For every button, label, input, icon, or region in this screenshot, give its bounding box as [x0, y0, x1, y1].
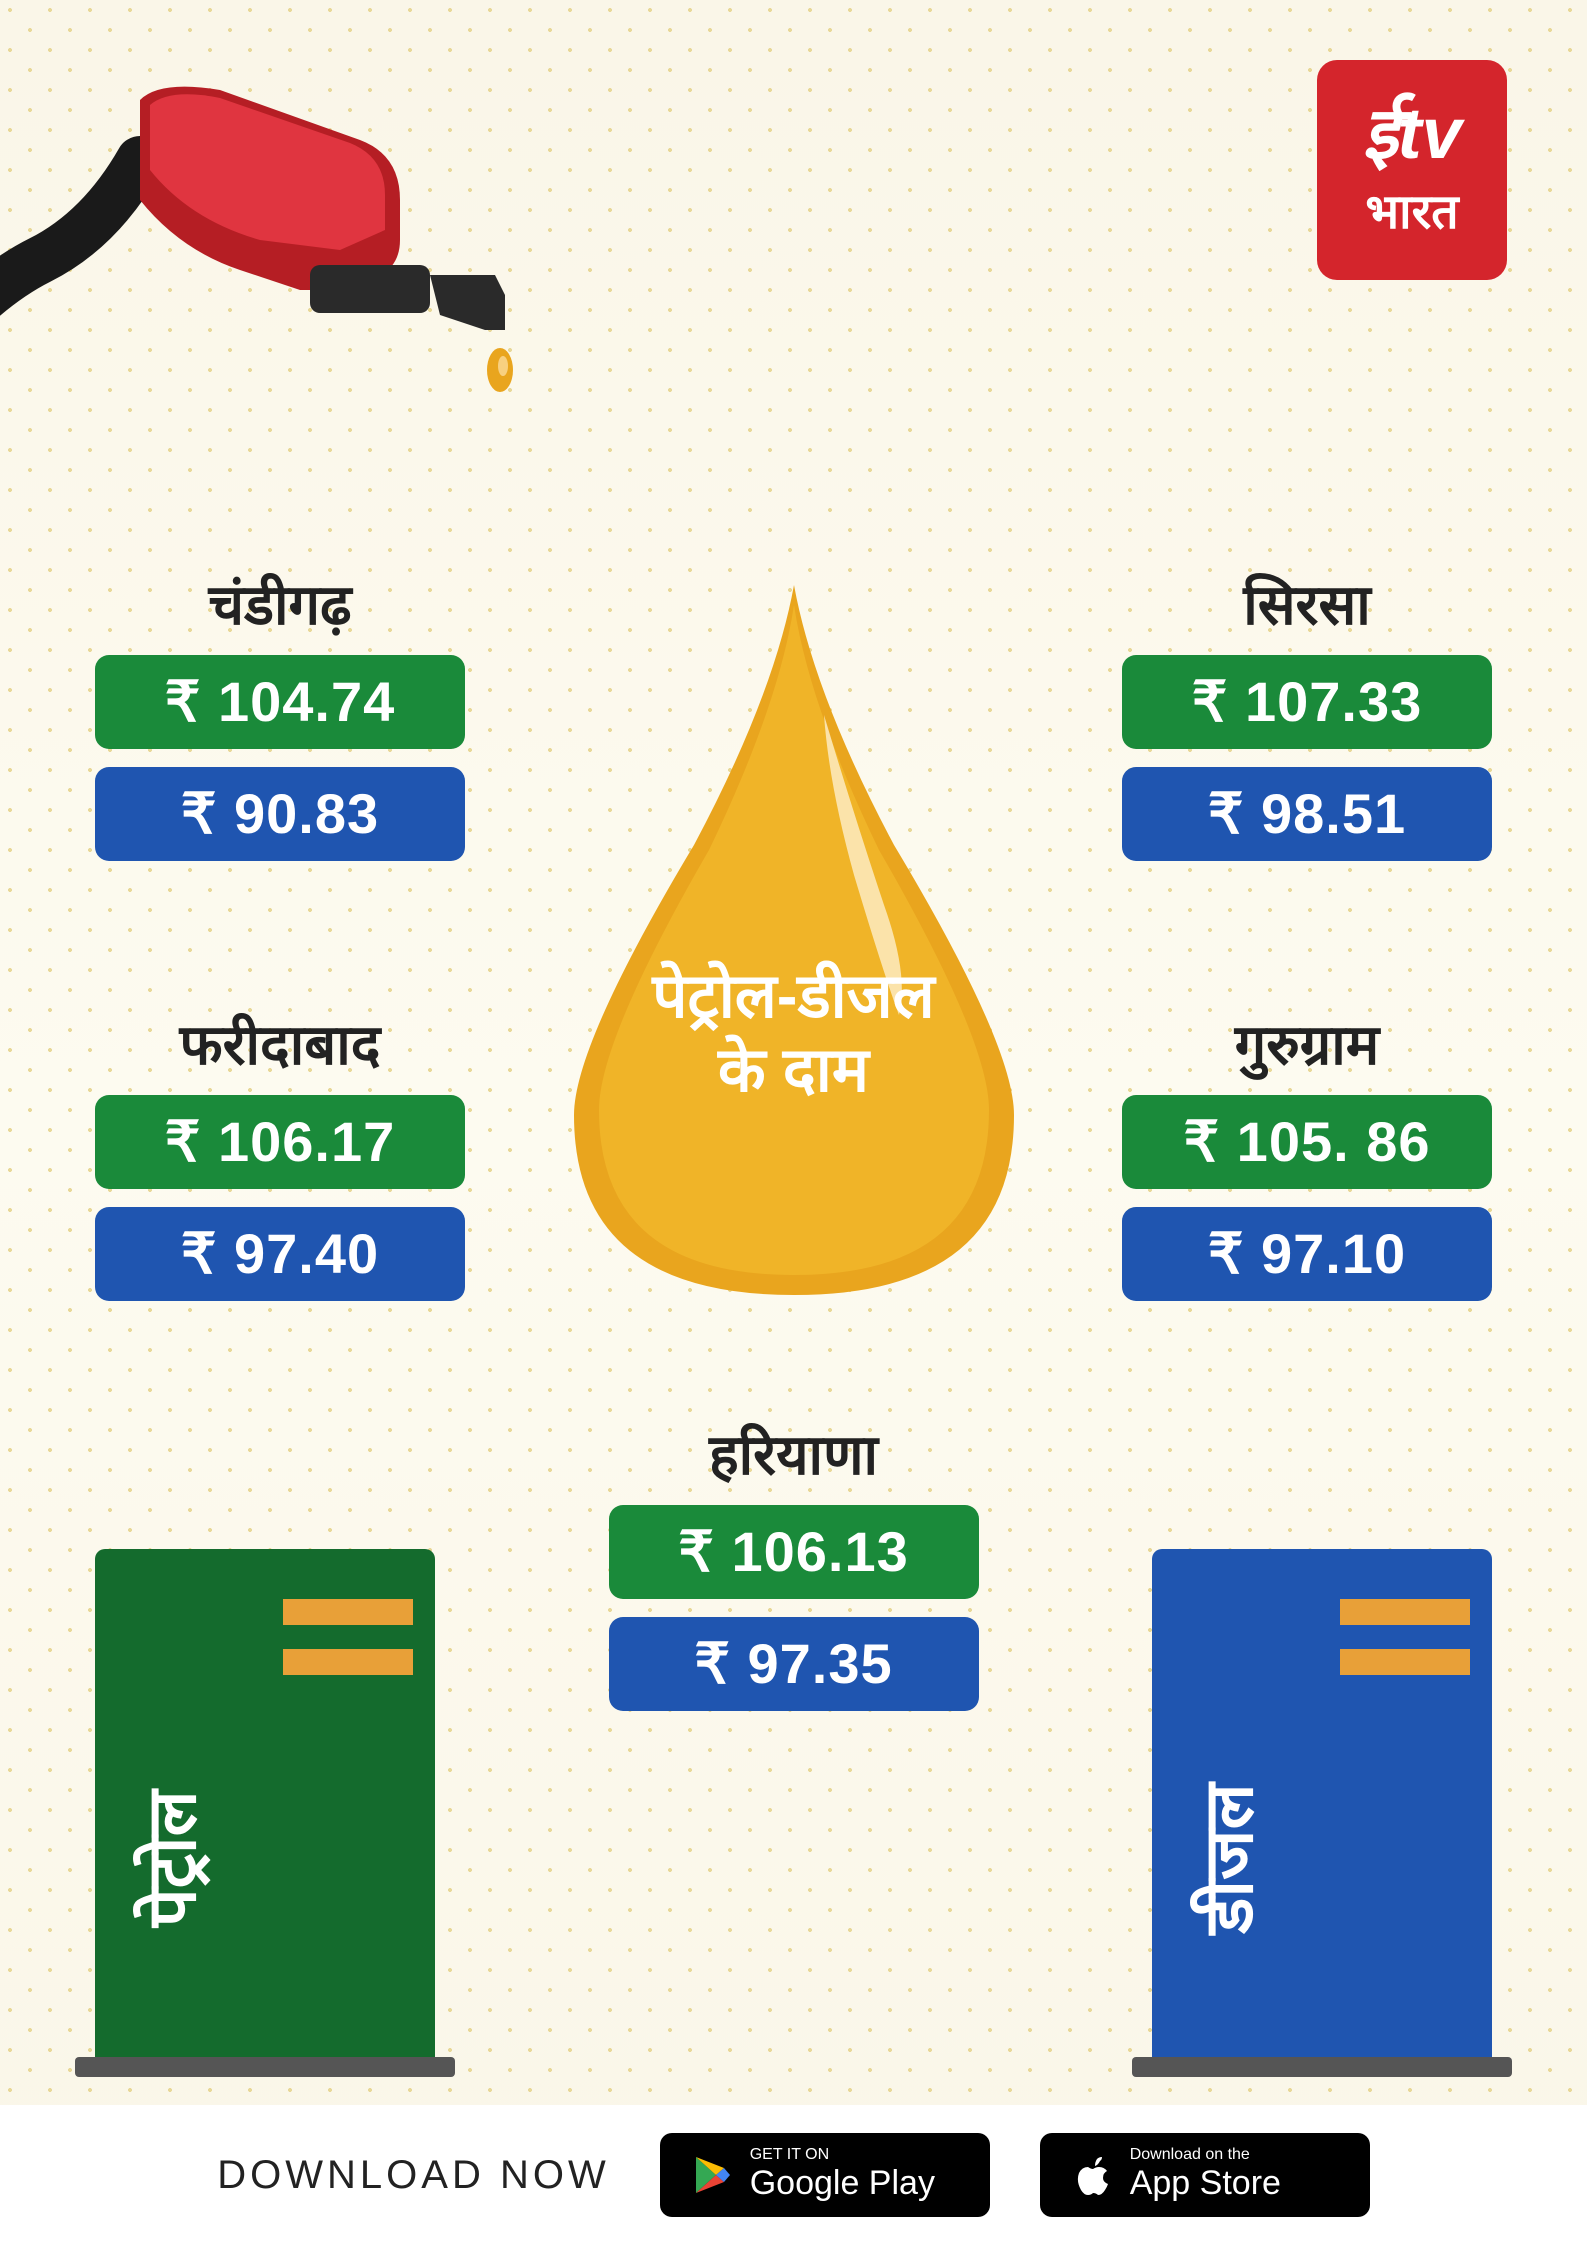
pump-slot: [283, 1649, 413, 1675]
city-sirsa: सिरसा ₹ 107.33 ₹ 98.51: [1122, 565, 1492, 879]
city-haryana: हरियाणा ₹ 106.13 ₹ 97.35: [609, 1415, 979, 1729]
city-faridabad: फरीदाबाद ₹ 106.17 ₹ 97.40: [95, 1005, 465, 1319]
pump-body: पेट्रोल: [95, 1549, 435, 2059]
etv-bharat-logo: ईtv भारत: [1317, 60, 1507, 280]
pump-label-diesel: डीजल: [1182, 1729, 1275, 1989]
city-name: गुरुग्राम: [1122, 1005, 1492, 1081]
google-play-badge[interactable]: GET IT ON Google Play: [660, 2133, 990, 2218]
google-big: Google Play: [750, 2163, 935, 2204]
google-small: GET IT ON: [750, 2147, 935, 2163]
petrol-price: ₹ 106.13: [609, 1505, 979, 1599]
diesel-price: ₹ 97.35: [609, 1617, 979, 1711]
city-gurugram: गुरुग्राम ₹ 105. 86 ₹ 97.10: [1122, 1005, 1492, 1319]
diesel-price: ₹ 97.40: [95, 1207, 465, 1301]
pump-slot: [1340, 1649, 1470, 1675]
fuel-nozzle-icon: [0, 40, 520, 400]
download-now-text: DOWNLOAD NOW: [217, 2153, 609, 2198]
badge-text: Download on the App Store: [1130, 2147, 1281, 2204]
oil-drop-icon: [514, 575, 1074, 1305]
diesel-price: ₹ 97.10: [1122, 1207, 1492, 1301]
pump-label-petrol: पेट्रोल: [125, 1729, 218, 1989]
apple-icon: [1070, 2153, 1114, 2197]
pump-slot: [283, 1599, 413, 1625]
pump-base: [1132, 2057, 1512, 2077]
petrol-price: ₹ 105. 86: [1122, 1095, 1492, 1189]
download-bar: DOWNLOAD NOW GET IT ON Google Play Downl…: [0, 2105, 1587, 2245]
center-title-line2: के दाम: [718, 1036, 869, 1105]
city-chandigarh: चंडीगढ़ ₹ 104.74 ₹ 90.83: [95, 565, 465, 879]
city-name: सिरसा: [1122, 565, 1492, 641]
pump-slot: [1340, 1599, 1470, 1625]
petrol-price: ₹ 106.17: [95, 1095, 465, 1189]
apple-small: Download on the: [1130, 2147, 1281, 2163]
google-play-icon: [690, 2153, 734, 2197]
center-title: पेट्रोल-डीजल के दाम: [544, 960, 1044, 1109]
center-title-line1: पेट्रोल-डीजल: [652, 962, 934, 1031]
petrol-pump-icon: पेट्रोल: [95, 1537, 435, 2077]
city-name: फरीदाबाद: [95, 1005, 465, 1081]
city-name: हरियाणा: [609, 1415, 979, 1491]
petrol-price: ₹ 107.33: [1122, 655, 1492, 749]
apple-big: App Store: [1130, 2163, 1281, 2204]
logo-main: ईtv: [1362, 98, 1461, 170]
pump-base: [75, 2057, 455, 2077]
diesel-price: ₹ 90.83: [95, 767, 465, 861]
app-store-badge[interactable]: Download on the App Store: [1040, 2133, 1370, 2218]
diesel-pump-icon: डीजल: [1152, 1537, 1492, 2077]
pump-body: डीजल: [1152, 1549, 1492, 2059]
diesel-price: ₹ 98.51: [1122, 767, 1492, 861]
petrol-price: ₹ 104.74: [95, 655, 465, 749]
logo-sub: भारत: [1365, 178, 1458, 243]
city-name: चंडीगढ़: [95, 565, 465, 641]
badge-text: GET IT ON Google Play: [750, 2147, 935, 2204]
